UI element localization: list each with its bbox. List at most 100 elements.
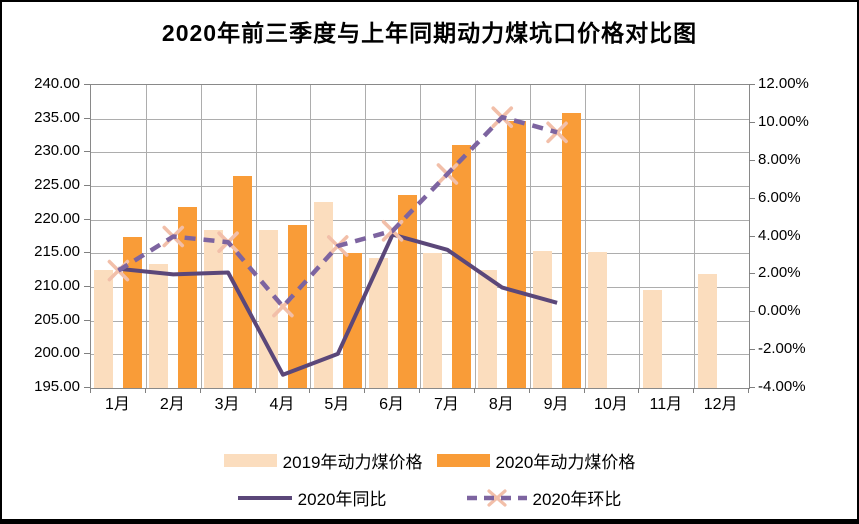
y-right-tick [749,84,755,85]
gridline-vertical [255,85,257,388]
x-tick-label: 11月 [649,396,683,413]
bar-2019年动力煤价格-10月 [587,252,607,388]
x-axis-tick [144,388,146,393]
y-right-tick-label: 4.00% [758,226,801,244]
y-left-tick-label: 210.00 [34,277,80,294]
x-axis-tick [583,388,585,393]
bar-2020年动力煤价格-3月 [233,175,253,388]
gridline-vertical [365,85,367,388]
bar-2019年动力煤价格-3月 [204,230,224,388]
legend-label-2020-price: 2020年动力煤价格 [495,453,636,472]
x-axis-tick [309,388,311,393]
y-left-tick [84,252,90,254]
y-left-tick [84,387,90,388]
legend-swatch-yoy-line [237,495,292,500]
chart-title: 2020年前三季度与上年同期动力煤坑口价格对比图 [161,20,698,46]
bar-2019年动力煤价格-5月 [313,202,333,388]
y-right-tick [749,159,755,161]
legend-swatch-2020-bar [436,454,490,467]
bar-2019年动力煤价格-7月 [423,252,443,388]
y-left-tick [84,151,90,153]
x-tick-label: 8月 [488,396,514,413]
x-tick-label: 9月 [543,396,569,413]
x-tick-label: 1月 [104,396,130,413]
legend-label-2019-price: 2019年动力煤价格 [282,453,423,472]
gridline-vertical [145,85,147,388]
x-axis-tick [693,388,695,393]
y-right-tick-label: 8.00% [758,150,801,168]
plot-area [90,84,750,389]
legend-x-marker [486,488,507,507]
y-left-tick [84,84,90,85]
x-axis-tick [473,388,475,393]
y-right-tick [749,387,755,388]
y-left-tick [84,185,90,186]
x-tick-label: 5月 [324,396,350,413]
bar-2019年动力煤价格-12月 [697,273,717,388]
bar-2020年动力煤价格-4月 [287,225,307,388]
legend-item-yoy: 2020年同比 [237,485,387,510]
bar-2020年动力煤价格-2月 [178,206,198,388]
bar-2019年动力煤价格-2月 [149,264,169,388]
y-right-tick [749,311,755,313]
x-axis-tick [90,388,91,393]
x-axis-tick [748,388,749,393]
gridline-vertical [310,85,312,388]
y-right-tick-label: 10.00% [758,112,809,130]
x-tick-label: 6月 [379,396,405,413]
y-left-tick [84,218,90,220]
y-left-tick-label: 230.00 [34,142,80,160]
y-left-tick-label: 195.00 [34,378,80,395]
y-left-tick-label: 200.00 [34,344,80,362]
legend-item-2020-price: 2020年动力煤价格 [436,448,636,473]
bar-2019年动力煤价格-11月 [642,289,662,388]
legend-item-mom: 2020年环比 [466,485,621,510]
x-tick-label: 3月 [214,396,240,413]
x-axis-tick [199,388,201,393]
bar-2020年动力煤价格-1月 [123,236,143,388]
y-right-tick [749,235,755,237]
y-left-tick-label: 235.00 [34,108,80,126]
x-axis-tick [254,388,256,393]
bar-2019年动力煤价格-1月 [94,269,114,388]
gridline-vertical [529,85,531,388]
y-left-tick [84,319,90,321]
bar-2020年动力煤价格-6月 [397,195,417,388]
mom-line [117,114,558,309]
y-left-tick [84,353,90,355]
bar-2019年动力煤价格-8月 [478,270,498,388]
gridline-vertical [200,85,202,388]
bar-2019年动力煤价格-9月 [533,250,553,388]
y-right-tick-label: -4.00% [758,378,806,395]
bar-2019年动力煤价格-6月 [368,258,388,388]
y-left-tick-label: 220.00 [34,209,80,227]
x-tick-label: 4月 [269,396,295,413]
legend-row-bars: 2019年动力煤价格 2020年动力煤价格 [2,448,857,473]
x-tick-label: 10月 [593,396,628,413]
y-right-tick-label: 2.00% [758,264,801,282]
bar-2020年动力煤价格-7月 [452,144,472,388]
x-axis-tick [364,388,366,393]
legend-label-yoy: 2020年同比 [297,490,387,509]
bar-2019年动力煤价格-4月 [258,229,278,388]
gridline-vertical [420,85,421,388]
y-left-tick-label: 215.00 [34,243,80,261]
y-left-tick [84,117,90,119]
y-left-tick-label: 205.00 [34,310,80,328]
x-tick-label: 7月 [433,396,459,413]
y-right-tick-label: 6.00% [758,188,801,206]
gridline-vertical [694,85,696,388]
x-tick-label: 12月 [703,396,738,413]
y-right-tick-label: 12.00% [758,75,809,92]
y-right-tick [749,349,755,351]
gridline-vertical [474,85,476,388]
y-left-tick [84,286,90,287]
legend-item-2019-price: 2019年动力煤价格 [223,448,423,473]
lines-overlay [107,106,568,377]
yoy-line [118,232,558,377]
y-right-tick-label: 0.00% [758,302,801,320]
x-axis-tick [528,388,530,393]
gridline-vertical [584,85,586,388]
y-right-tick [749,197,755,199]
